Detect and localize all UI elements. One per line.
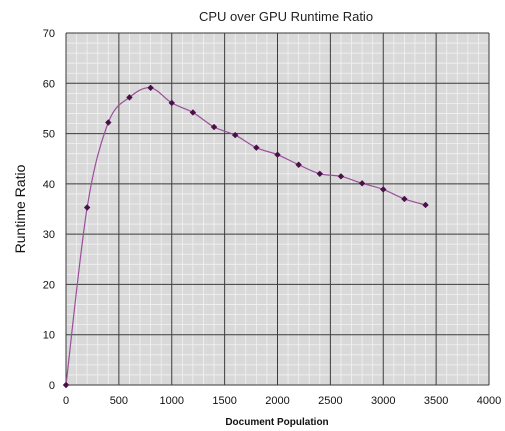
- x-tick-label: 1000: [160, 395, 184, 407]
- x-tick-labels: 0 500 1000 1500 2000 2500 3000 3500 4000: [63, 395, 501, 407]
- data-point-marker: [147, 84, 154, 92]
- data-point-marker: [105, 119, 112, 126]
- major-grid: [65, 32, 490, 386]
- data-point-marker: [337, 173, 345, 180]
- series-markers: [62, 84, 429, 389]
- x-tick-label: 4000: [477, 395, 501, 407]
- y-tick-label: 40: [43, 179, 55, 191]
- chart-title: CPU over GPU Runtime Ratio: [199, 9, 373, 24]
- data-point-marker: [126, 94, 133, 101]
- x-tick-label: 500: [110, 395, 128, 407]
- x-tick-label: 2000: [265, 395, 289, 407]
- x-tick-label: 2500: [318, 395, 342, 407]
- data-point-marker: [295, 161, 302, 168]
- y-tick-label: 50: [43, 129, 55, 141]
- y-tick-label: 60: [43, 78, 55, 90]
- x-axis-label: Document Population: [225, 417, 328, 428]
- data-point-marker: [62, 381, 70, 389]
- data-point-marker: [422, 201, 429, 209]
- y-tick-label: 70: [43, 28, 55, 40]
- y-tick-labels: 0 10 20 30 40 50 60 70: [43, 28, 55, 392]
- data-point-marker: [401, 195, 408, 203]
- data-point-marker: [210, 123, 218, 131]
- data-point-marker: [380, 186, 387, 193]
- y-tick-label: 30: [43, 229, 55, 241]
- x-tick-label: 0: [63, 395, 69, 407]
- y-tick-label: 0: [49, 380, 55, 392]
- data-point-marker: [316, 170, 323, 177]
- data-point-marker: [274, 151, 281, 158]
- data-point-marker: [189, 109, 197, 116]
- x-tick-label: 3000: [371, 395, 395, 407]
- data-point-marker: [232, 131, 239, 139]
- y-tick-label: 20: [43, 279, 55, 291]
- data-point-marker: [253, 144, 260, 151]
- x-tick-label: 1500: [212, 395, 236, 407]
- y-tick-label: 10: [43, 330, 55, 342]
- y-axis-label: Runtime Ratio: [12, 164, 28, 253]
- data-point-marker: [358, 180, 366, 187]
- data-point-marker: [83, 204, 91, 211]
- x-tick-label: 3500: [424, 395, 448, 407]
- data-point-marker: [168, 99, 175, 107]
